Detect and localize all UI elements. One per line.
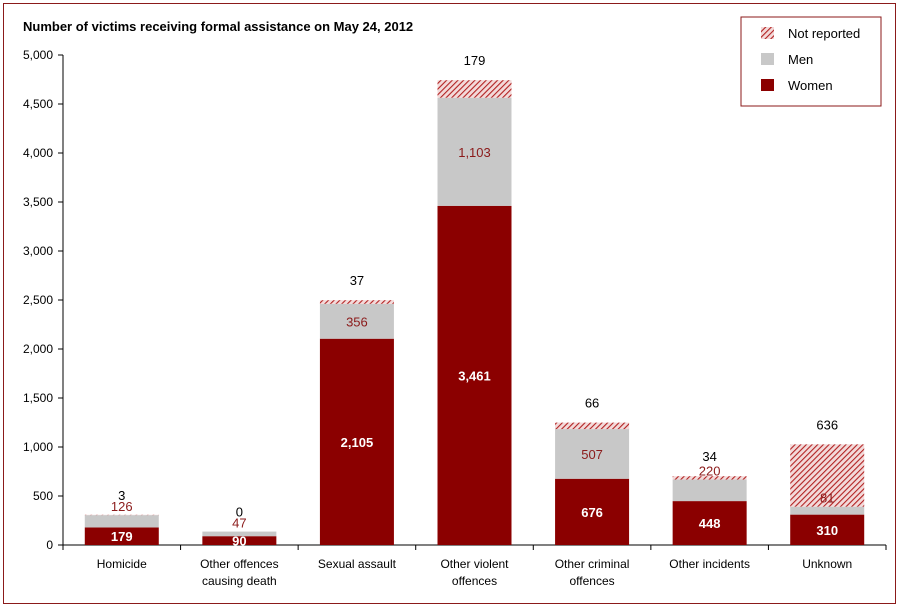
chart-title: Number of victims receiving formal assis… — [23, 19, 414, 34]
data-label-women: 179 — [111, 529, 133, 544]
bar-women — [84, 527, 159, 545]
x-tick-label: Other criminal — [555, 557, 630, 571]
data-label-men: 507 — [581, 447, 603, 462]
y-tick-label: 1,500 — [23, 391, 53, 405]
data-label-women: 2,105 — [341, 435, 374, 450]
y-tick-label: 3,500 — [23, 195, 53, 209]
x-tick-label: Other offences — [200, 557, 279, 571]
data-label-women: 3,461 — [458, 368, 491, 383]
bar-men — [672, 479, 747, 502]
data-label-women: 448 — [699, 516, 721, 531]
legend-label: Men — [788, 52, 813, 67]
bar-men — [555, 429, 630, 479]
bar-women — [319, 338, 394, 545]
bar-not-reported — [555, 422, 630, 430]
x-tick-label: Homicide — [97, 557, 147, 571]
data-label-men: 220 — [699, 464, 721, 479]
y-tick-label: 500 — [33, 489, 53, 503]
data-label-men: 356 — [346, 314, 368, 329]
data-label-not-reported: 66 — [585, 396, 599, 411]
x-tick-label: Sexual assault — [318, 557, 397, 571]
bars — [84, 80, 865, 545]
data-label-women: 676 — [581, 505, 603, 520]
bar-women — [437, 205, 512, 545]
y-tick-label: 3,000 — [23, 244, 53, 258]
legend-label: Not reported — [788, 26, 860, 41]
y-tick-label: 5,000 — [23, 48, 53, 62]
x-tick-label: Other violent — [440, 557, 509, 571]
y-tick-label: 4,500 — [23, 97, 53, 111]
legend-swatch — [761, 27, 774, 39]
data-label-women: 90 — [232, 534, 246, 549]
y-tick-label: 2,000 — [23, 342, 53, 356]
bar-women — [555, 478, 630, 545]
bar-men — [84, 515, 159, 528]
y-tick-label: 4,000 — [23, 146, 53, 160]
data-label-not-reported: 3 — [118, 488, 125, 503]
bar-men — [437, 97, 512, 206]
bar-men — [319, 303, 394, 339]
data-label-men: 126 — [111, 499, 133, 514]
bar-women — [672, 501, 747, 545]
x-tick-label: Unknown — [802, 557, 852, 571]
data-label-women: 310 — [816, 523, 838, 538]
bar-men — [790, 506, 865, 515]
y-tick-label: 2,500 — [23, 293, 53, 307]
data-label-men: 47 — [232, 516, 246, 531]
data-label-not-reported: 0 — [236, 505, 243, 520]
data-label-men: 81 — [820, 491, 834, 506]
data-label-not-reported: 34 — [702, 449, 716, 464]
x-tick-label: Other incidents — [669, 557, 750, 571]
legend-swatch — [761, 53, 774, 65]
bar-not-reported — [672, 476, 747, 480]
legend-swatch — [761, 79, 774, 91]
bar-men — [202, 531, 277, 537]
data-label-men: 1,103 — [458, 145, 491, 160]
bar-not-reported — [437, 80, 512, 98]
y-tick-label: 1,000 — [23, 440, 53, 454]
x-tick-label: offences — [452, 574, 497, 588]
data-label-not-reported: 636 — [816, 417, 838, 432]
x-tick-label: causing death — [202, 574, 277, 588]
bar-women — [790, 514, 865, 545]
data-label-not-reported: 37 — [350, 273, 364, 288]
legend-label: Women — [788, 78, 833, 93]
bar-not-reported — [790, 444, 865, 507]
y-tick-label: 0 — [46, 538, 53, 552]
bar-women — [202, 536, 277, 545]
axes: 0 500 1,000 1,500 2,000 2,500 3,000 3,500 4,000 4… — [23, 48, 887, 588]
data-label-not-reported: 179 — [464, 53, 486, 68]
legend: Not reported Men Women — [740, 16, 882, 107]
x-tick-label: offences — [569, 574, 614, 588]
bar-not-reported — [319, 300, 394, 304]
